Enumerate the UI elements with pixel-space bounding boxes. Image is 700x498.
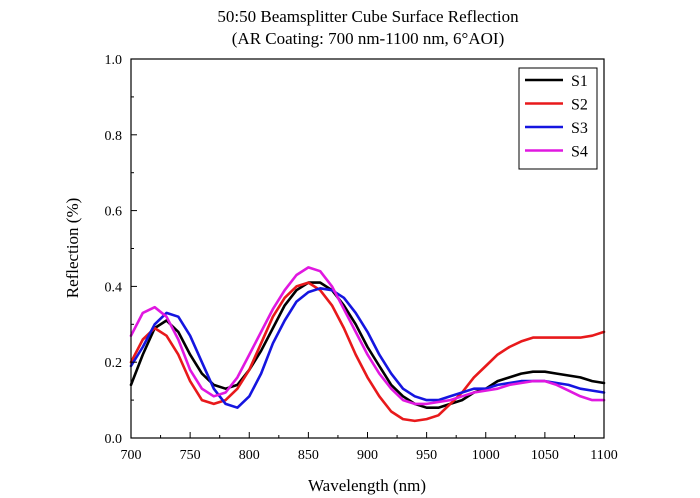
x-axis-label: Wavelength (nm) [308,476,426,495]
x-tick-label: 1100 [590,448,617,463]
y-tick-label: 0.8 [105,129,123,144]
x-tick-label: 800 [239,448,260,463]
y-tick-label: 1.0 [105,53,123,68]
legend-label-s3: S3 [571,120,588,137]
x-tick-label: 1000 [472,448,500,463]
x-tick-label: 850 [298,448,319,463]
y-axis: 0.0 0.2 0.4 0.6 0.8 1.0 [105,53,137,447]
chart-subtitle: (AR Coating: 700 nm-1100 nm, 6°AOI) [232,29,504,48]
x-axis: 700 750 800 850 900 950 1000 1050 1100 [121,432,618,463]
legend-box [518,67,598,170]
series-group [129,266,606,423]
legend-label-s2: S2 [571,97,588,114]
y-tick-label: 0.6 [105,205,123,220]
series-line-s4 [129,266,606,406]
legend-label-s1: S1 [571,73,588,90]
x-tick-label: 900 [357,448,378,463]
y-axis-label: Reflection (%) [63,198,82,299]
legend-label-s4: S4 [571,144,588,161]
series-line-s2 [129,281,606,423]
x-tick-label: 1050 [531,448,559,463]
chart-title: 50:50 Beamsplitter Cube Surface Reflecti… [217,7,519,26]
y-tick-label: 0.2 [105,356,123,371]
x-tick-label: 750 [180,448,201,463]
y-tick-label: 0.4 [105,280,123,295]
x-tick-label: 950 [416,448,437,463]
x-tick-label: 700 [121,448,142,463]
legend: S1 S2 S3 S4 [518,67,598,170]
y-tick-label: 0.0 [105,432,123,447]
